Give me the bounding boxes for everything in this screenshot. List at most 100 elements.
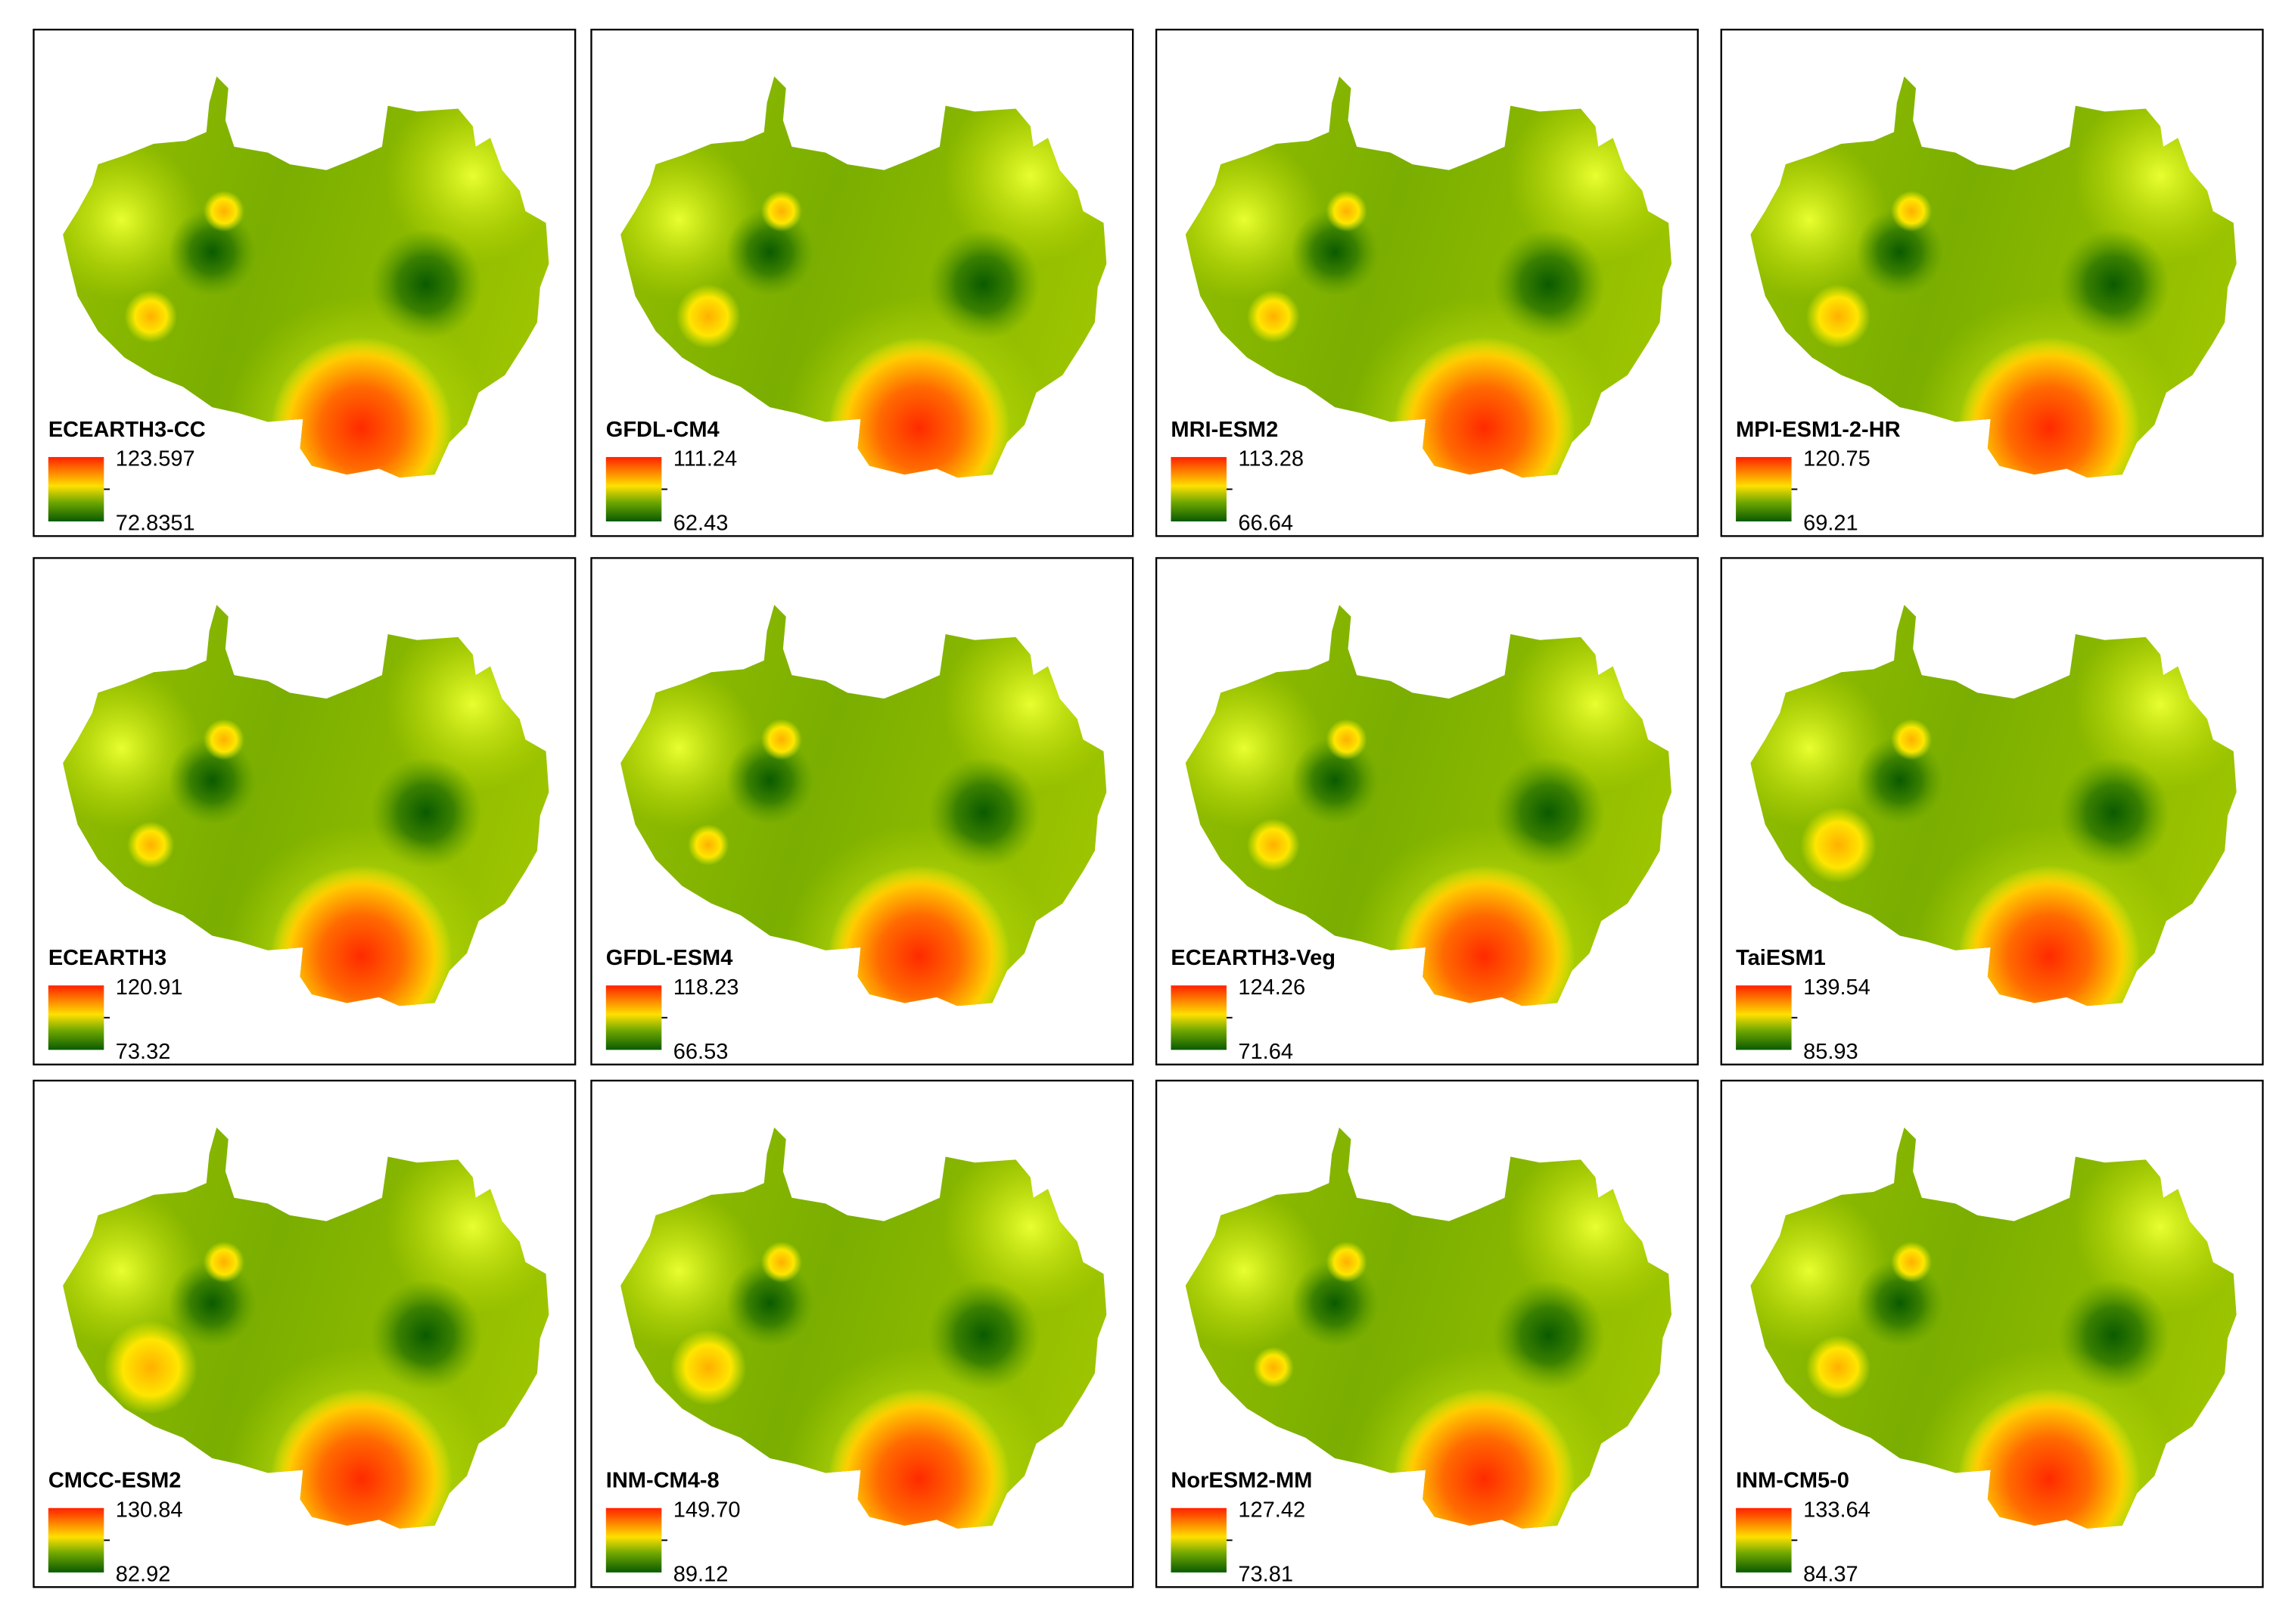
panel-title: INM-CM5-0 [1736, 1469, 1849, 1493]
legend-max: 124.26 [1238, 975, 1305, 1000]
legend-max: 123.597 [116, 447, 195, 471]
legend-max: 139.54 [1803, 975, 1871, 1000]
low-spot [1855, 208, 1944, 297]
map-panel: ECEARTH3-Veg 124.26 71.64 [1155, 557, 1699, 1066]
panel-title: ECEARTH3-Veg [1171, 946, 1336, 970]
legend-min: 71.64 [1238, 1040, 1293, 1064]
legend-min: 73.81 [1238, 1562, 1293, 1586]
warm-spot [676, 284, 741, 349]
low-spot [168, 208, 257, 297]
low-spot [726, 1258, 814, 1347]
low-spot [168, 1258, 257, 1347]
legend-min: 73.32 [116, 1040, 171, 1064]
legend-ramp [48, 456, 104, 522]
warm-spot [1326, 1241, 1367, 1283]
legend-ramp [1171, 456, 1227, 522]
panel-title: TaiESM1 [1736, 946, 1826, 970]
legend-max: 118.23 [673, 975, 739, 1000]
map-panel: CMCC-ESM2 130.84 82.92 [33, 1079, 577, 1588]
legend-min: 66.64 [1238, 512, 1293, 536]
map-panel: MPI-ESM1-2-HR 120.75 69.21 [1720, 28, 2264, 537]
legend-min: 85.93 [1803, 1040, 1858, 1064]
map-panel: INM-CM4-8 149.70 89.12 [590, 1079, 1134, 1588]
panel-title: CMCC-ESM2 [48, 1469, 182, 1493]
warm-spot [127, 821, 175, 869]
panel-title: MRI-ESM2 [1171, 418, 1278, 442]
legend-ramp [48, 985, 104, 1050]
warm-spot [1805, 1335, 1871, 1400]
warm-spot [203, 190, 245, 232]
map-panel: INM-CM5-0 133.64 84.37 [1720, 1079, 2264, 1588]
warm-spot [203, 719, 245, 761]
panel-title: MPI-ESM1-2-HR [1736, 418, 1901, 442]
map-panel: MRI-ESM2 113.28 66.64 [1155, 28, 1699, 537]
legend-max: 130.84 [116, 1498, 183, 1522]
legend-min: 66.53 [673, 1040, 729, 1064]
legend-max: 133.64 [1803, 1498, 1871, 1522]
legend-ramp [1736, 1507, 1792, 1573]
warm-spot [1805, 284, 1871, 349]
panel-title: ECEARTH3-CC [48, 418, 206, 442]
warm-spot [1326, 190, 1367, 232]
map-region [620, 1127, 1107, 1529]
legend-ramp [605, 985, 662, 1050]
low-spot [726, 736, 814, 825]
warm-spot [1252, 1346, 1294, 1389]
warm-spot [1891, 1241, 1933, 1283]
warm-spot [1891, 719, 1933, 761]
panel-title: GFDL-ESM4 [606, 946, 733, 970]
warm-spot [1247, 818, 1300, 872]
warm-spot [760, 1241, 803, 1283]
legend-min: 82.92 [116, 1562, 171, 1586]
legend-ramp [605, 456, 662, 522]
legend-min: 84.37 [1803, 1562, 1858, 1586]
legend-min: 89.12 [673, 1562, 729, 1586]
warm-spot [760, 190, 803, 232]
legend-ramp [1736, 985, 1792, 1050]
warm-spot [1891, 190, 1933, 232]
map-panel: NorESM2-MM 127.42 73.81 [1155, 1079, 1699, 1588]
panel-title: GFDL-CM4 [606, 418, 720, 442]
low-spot [1291, 736, 1379, 825]
map-panel: ECEARTH3-CC 123.597 72.8351 [33, 28, 577, 537]
legend-min: 69.21 [1803, 512, 1858, 536]
legend-min: 72.8351 [116, 512, 195, 536]
warm-spot [760, 719, 803, 761]
legend-max: 120.91 [116, 975, 183, 1000]
legend-max: 149.70 [673, 1498, 741, 1522]
map-panel: GFDL-ESM4 118.23 66.53 [590, 557, 1134, 1066]
low-spot [726, 208, 814, 297]
warm-spot [1800, 807, 1877, 883]
low-spot [1291, 1258, 1379, 1347]
panel-title: NorESM2-MM [1171, 1469, 1312, 1493]
low-spot [1855, 736, 1944, 825]
warm-spot [1247, 290, 1300, 344]
legend-ramp [1171, 985, 1227, 1050]
legend-ramp [605, 1507, 662, 1573]
legend-max: 111.24 [673, 447, 737, 471]
panel-title: ECEARTH3 [48, 946, 166, 970]
legend-ramp [1736, 456, 1792, 522]
legend-min: 62.43 [673, 512, 729, 536]
warm-spot [104, 1321, 198, 1414]
legend-max: 127.42 [1238, 1498, 1305, 1522]
map-panel: GFDL-CM4 111.24 62.43 [590, 28, 1134, 537]
warm-spot [1326, 719, 1367, 761]
legend-ramp [1171, 1507, 1227, 1573]
map-panel: TaiESM1 139.54 85.93 [1720, 557, 2264, 1066]
map-panel: ECEARTH3 120.91 73.32 [33, 557, 577, 1066]
legend-max: 120.75 [1803, 447, 1871, 471]
legend-max: 113.28 [1238, 447, 1304, 471]
warm-spot [670, 1329, 747, 1406]
legend-ramp [48, 1507, 104, 1573]
low-spot [1855, 1258, 1944, 1347]
low-spot [1291, 208, 1379, 297]
low-spot [168, 736, 257, 825]
warm-spot [203, 1241, 245, 1283]
panel-title: INM-CM4-8 [606, 1469, 720, 1493]
warm-spot [124, 290, 178, 344]
warm-spot [688, 824, 729, 866]
map-region [63, 605, 549, 1006]
